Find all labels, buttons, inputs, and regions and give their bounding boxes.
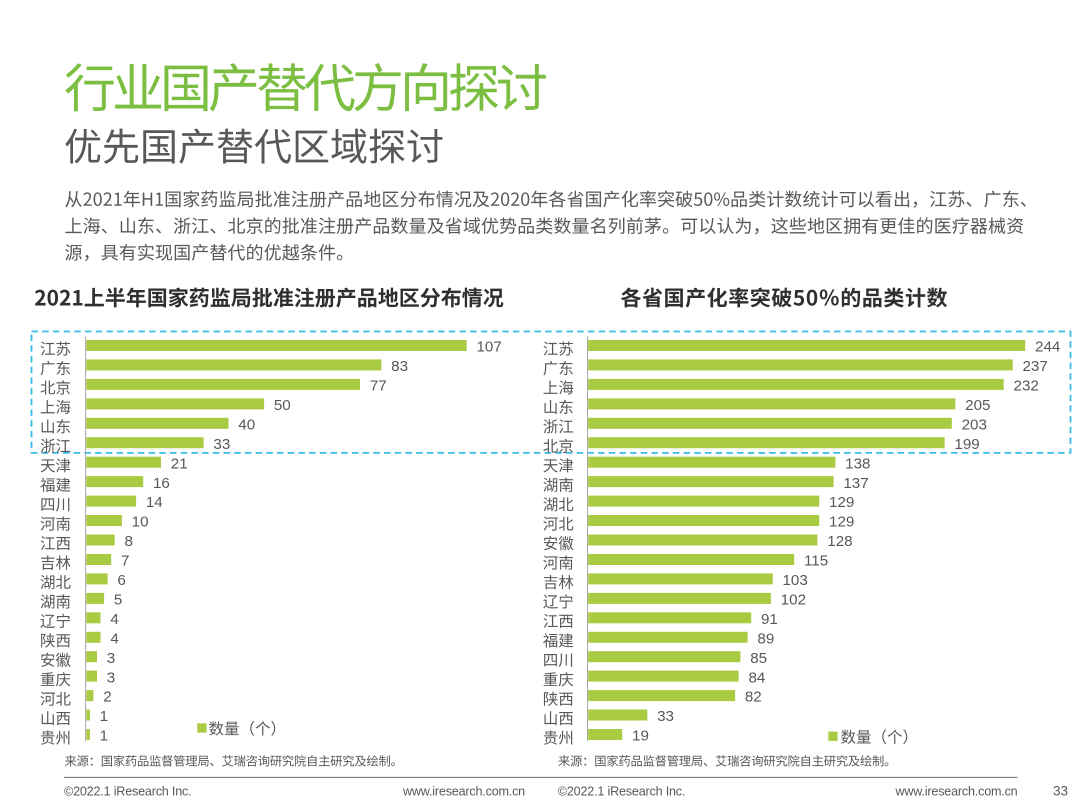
- svg-text:6: 6: [117, 572, 125, 589]
- svg-text:4: 4: [110, 630, 118, 647]
- svg-text:7: 7: [121, 553, 129, 570]
- svg-text:128: 128: [827, 533, 852, 550]
- svg-text:33: 33: [1053, 784, 1068, 799]
- svg-text:203: 203: [962, 416, 987, 433]
- svg-text:©2022.1 iResearch Inc.: ©2022.1 iResearch Inc.: [64, 785, 191, 799]
- svg-text:www.iresearch.com.cn: www.iresearch.com.cn: [402, 785, 525, 799]
- svg-text:21: 21: [171, 455, 188, 472]
- svg-text:33: 33: [213, 436, 230, 453]
- svg-text:89: 89: [757, 630, 774, 647]
- svg-text:16: 16: [153, 475, 170, 492]
- svg-text:84: 84: [748, 669, 765, 686]
- svg-text:129: 129: [829, 494, 854, 511]
- svg-text:19: 19: [632, 728, 649, 745]
- svg-text:83: 83: [391, 358, 408, 375]
- svg-text:50: 50: [274, 397, 291, 414]
- svg-text:232: 232: [1014, 378, 1039, 395]
- svg-text:138: 138: [845, 455, 870, 472]
- svg-text:91: 91: [761, 611, 778, 628]
- svg-text:82: 82: [745, 689, 762, 706]
- svg-text:40: 40: [238, 416, 255, 433]
- svg-text:14: 14: [146, 494, 163, 511]
- svg-text:©2022.1 iResearch Inc.: ©2022.1 iResearch Inc.: [558, 785, 685, 799]
- svg-text:8: 8: [125, 533, 133, 550]
- svg-text:1: 1: [100, 708, 108, 725]
- svg-text:85: 85: [750, 650, 767, 667]
- svg-text:1: 1: [100, 728, 108, 745]
- svg-text:www.iresearch.com.cn: www.iresearch.com.cn: [895, 785, 1018, 799]
- svg-text:129: 129: [829, 514, 854, 531]
- svg-text:4: 4: [110, 611, 118, 628]
- svg-text:205: 205: [965, 397, 990, 414]
- svg-text:237: 237: [1022, 358, 1047, 375]
- svg-text:199: 199: [954, 436, 979, 453]
- svg-text:244: 244: [1035, 339, 1060, 356]
- svg-text:107: 107: [476, 339, 501, 356]
- svg-text:10: 10: [132, 514, 149, 531]
- svg-text:5: 5: [114, 591, 122, 608]
- svg-text:3: 3: [107, 650, 115, 667]
- svg-text:102: 102: [781, 591, 806, 608]
- svg-text:3: 3: [107, 669, 115, 686]
- svg-text:33: 33: [657, 708, 674, 725]
- svg-text:115: 115: [804, 553, 828, 570]
- svg-text:77: 77: [370, 378, 387, 395]
- svg-text:2: 2: [103, 689, 111, 706]
- svg-text:137: 137: [843, 475, 868, 492]
- svg-text:103: 103: [782, 572, 807, 589]
